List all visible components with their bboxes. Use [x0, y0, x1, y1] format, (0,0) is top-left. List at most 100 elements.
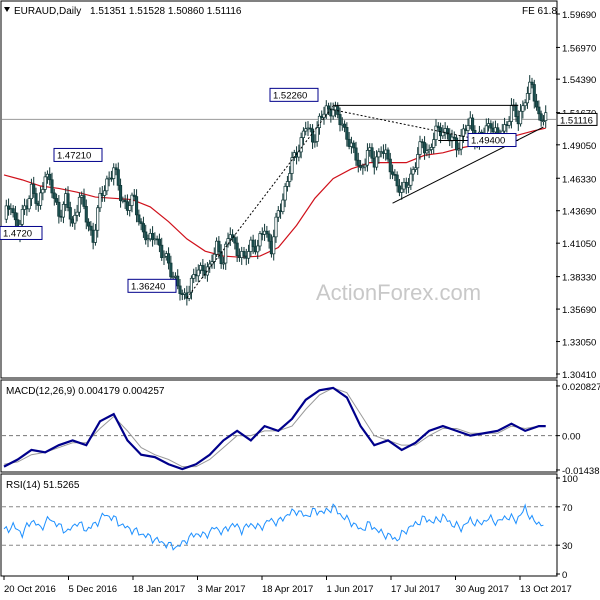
y-tick-label: 1.41050 — [562, 239, 596, 250]
macd-tick-label: 0.00 — [562, 432, 581, 443]
trendline — [392, 126, 544, 204]
candle-body — [523, 102, 527, 107]
candle-body — [123, 199, 127, 203]
candle-body — [466, 125, 470, 131]
candle-body — [119, 184, 123, 201]
candle-body — [132, 194, 136, 197]
candle-body — [68, 207, 72, 220]
candle-body — [425, 150, 429, 154]
candle-body — [322, 113, 326, 118]
macd-layer — [3, 386, 546, 471]
candle-body — [537, 106, 541, 115]
candle-body — [514, 104, 518, 117]
rsi-title: RSI(14) 51.5265 — [6, 480, 80, 491]
candle-body — [103, 190, 107, 196]
candle-body — [201, 265, 205, 272]
candle-body — [34, 193, 38, 204]
candle-body — [141, 223, 145, 233]
candle-body — [82, 195, 86, 207]
candle-body — [235, 242, 239, 256]
rsi-tick-label: 30 — [562, 541, 573, 552]
candle-body — [272, 236, 276, 255]
candle-body — [114, 167, 118, 170]
grid-layer — [2, 118, 556, 546]
candle-body — [89, 225, 93, 231]
candle-body — [281, 199, 285, 212]
candle-body — [75, 211, 79, 216]
candle-body — [361, 166, 365, 169]
candle-body — [267, 233, 271, 242]
candle-body — [130, 194, 134, 206]
candle-body — [489, 123, 493, 129]
trendline — [333, 109, 485, 142]
candle-body — [343, 123, 347, 128]
candle-body — [13, 212, 17, 221]
candle-body — [521, 105, 525, 112]
macd-title: MACD(12,26,9) 0.004179 0.004257 — [6, 386, 165, 397]
candle-body — [288, 173, 292, 182]
candle-body — [20, 209, 24, 225]
candle-body — [377, 151, 381, 158]
rsi-tick-label: 0 — [562, 570, 567, 581]
candle-body — [176, 275, 180, 287]
candle-body — [50, 179, 54, 194]
candle-body — [251, 239, 255, 248]
y-tick-label: 1.46330 — [562, 174, 596, 185]
candle-body — [233, 237, 237, 244]
x-tick-label: 30 Aug 2017 — [456, 584, 509, 595]
candle-body — [345, 127, 349, 140]
candle-body — [221, 262, 225, 265]
candle-body — [160, 244, 164, 258]
candle-body — [105, 178, 109, 192]
candle-body — [363, 164, 367, 168]
candle-body — [507, 121, 511, 126]
candle-body — [290, 157, 294, 174]
candle-body — [112, 167, 116, 179]
price-annotation-box — [127, 278, 177, 293]
candle-body — [167, 253, 171, 264]
candle-body — [96, 207, 100, 231]
macd-line — [3, 386, 546, 471]
candle-body — [66, 193, 70, 208]
x-tick-label: 3 Mar 2017 — [198, 584, 246, 595]
candle-body — [365, 150, 369, 166]
candle-body — [471, 117, 475, 131]
candle-body — [77, 196, 81, 213]
candle-body — [93, 229, 97, 243]
axis-layer: 1.596901.569701.543901.516701.490501.463… — [3, 10, 600, 595]
candle-body — [434, 125, 438, 140]
candle-body — [48, 173, 52, 181]
y-tick-label: 1.38330 — [562, 273, 596, 284]
candle-body — [544, 112, 548, 122]
candle-body — [210, 261, 214, 265]
candlestick-layer — [4, 75, 548, 306]
candle-body — [157, 238, 161, 246]
candle-body — [436, 125, 440, 128]
candle-body — [539, 113, 543, 122]
candle-body — [311, 128, 315, 143]
candle-body — [391, 171, 395, 175]
price-annotation-label: 1.52260 — [273, 90, 307, 101]
candle-body — [87, 221, 91, 227]
candle-body — [509, 105, 513, 122]
candle-body — [455, 137, 459, 151]
candle-body — [411, 169, 415, 175]
candle-body — [192, 274, 196, 279]
x-tick-label: 17 Jul 2017 — [391, 584, 440, 595]
candle-body — [297, 151, 301, 158]
candle-body — [315, 127, 319, 142]
candle-body — [541, 120, 545, 123]
y-tick-label: 1.56970 — [562, 43, 596, 54]
candle-body — [413, 167, 417, 170]
candle-body — [187, 291, 191, 299]
candle-body — [32, 183, 36, 194]
candle-body — [169, 262, 173, 278]
candle-body — [324, 105, 328, 115]
trendline — [186, 105, 334, 299]
candle-body — [375, 156, 379, 168]
candle-body — [327, 105, 331, 110]
candle-body — [432, 139, 436, 148]
candle-body — [503, 124, 507, 132]
candle-body — [441, 131, 445, 137]
price-annotation-label: 1.49400 — [471, 136, 505, 147]
